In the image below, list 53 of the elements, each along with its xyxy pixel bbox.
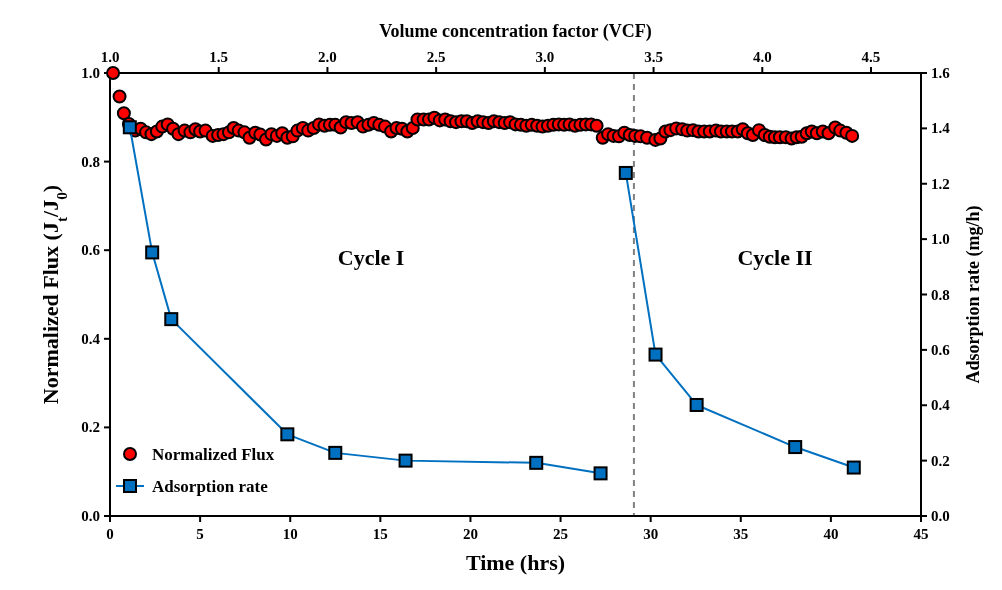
x-axis-title: Time (hrs) bbox=[465, 550, 566, 575]
x-tick-label: 5 bbox=[196, 526, 204, 542]
y-tick-label: 0.4 bbox=[81, 330, 101, 347]
point bbox=[618, 165, 633, 180]
point bbox=[689, 397, 704, 412]
y2-tick-label: 1.4 bbox=[931, 120, 951, 137]
y2-tick-label: 0.2 bbox=[931, 452, 950, 469]
x2-tick-label: 2.5 bbox=[426, 49, 446, 65]
legend-label: Adsorption rate bbox=[152, 477, 269, 496]
x2-tick-label: 3.0 bbox=[535, 49, 555, 65]
y2-tick-label: 1.0 bbox=[931, 231, 950, 248]
annotation: Cycle I bbox=[337, 244, 405, 270]
x-tick-label: 30 bbox=[643, 526, 659, 542]
y2-tick-label: 1.6 bbox=[931, 65, 951, 81]
point bbox=[122, 120, 137, 135]
legend-label: Normalized Flux bbox=[152, 445, 275, 464]
point bbox=[164, 312, 179, 327]
y2-tick-label: 0.4 bbox=[931, 397, 951, 414]
x-tick-label: 45 bbox=[913, 526, 929, 542]
x2-tick-label: 1.5 bbox=[209, 49, 229, 65]
x2-tick-label: 3.5 bbox=[644, 49, 663, 65]
x-tick-label: 25 bbox=[553, 526, 569, 542]
y2-tick-label: 1.2 bbox=[931, 175, 950, 192]
annotation: Cycle II bbox=[737, 244, 813, 270]
y-tick-label: 0.6 bbox=[81, 242, 101, 259]
y-tick-label: 1.0 bbox=[81, 65, 100, 81]
x2-tick-label: 4.0 bbox=[752, 49, 772, 65]
x-tick-label: 40 bbox=[823, 526, 839, 542]
point bbox=[328, 445, 343, 460]
point bbox=[529, 455, 544, 470]
point bbox=[145, 245, 160, 260]
x2-tick-label: 1.0 bbox=[100, 49, 120, 65]
y-tick-label: 0.2 bbox=[81, 419, 100, 436]
y-tick-label: 0.8 bbox=[81, 153, 100, 170]
point bbox=[280, 427, 295, 442]
y2-tick-label: 0.0 bbox=[931, 508, 950, 524]
x-tick-label: 20 bbox=[462, 526, 478, 542]
y2-axis-title: Adsorption rate (mg/h) bbox=[963, 205, 984, 384]
point bbox=[593, 466, 608, 481]
y2-tick-label: 0.8 bbox=[931, 286, 950, 303]
x2-tick-label: 2.0 bbox=[318, 49, 337, 65]
x2-tick-label: 4.5 bbox=[861, 49, 881, 65]
y2-tick-label: 0.6 bbox=[931, 341, 951, 358]
x-tick-label: 10 bbox=[282, 526, 298, 542]
x-tick-label: 15 bbox=[372, 526, 388, 542]
point bbox=[788, 440, 803, 455]
point bbox=[398, 453, 413, 468]
point bbox=[846, 460, 861, 475]
x-tick-label: 35 bbox=[733, 526, 749, 542]
y-tick-label: 0.0 bbox=[81, 508, 100, 524]
point bbox=[648, 347, 663, 362]
x2-axis-title: Volume concentration factor (VCF) bbox=[379, 21, 652, 42]
x-tick-label: 0 bbox=[106, 526, 114, 542]
